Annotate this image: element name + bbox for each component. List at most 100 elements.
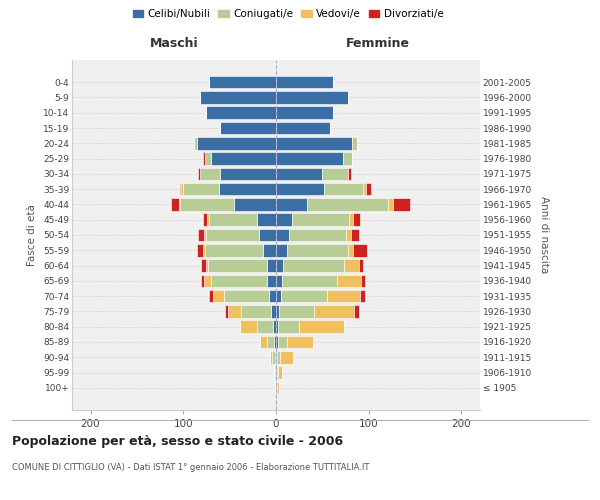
- Bar: [287, 336, 313, 348]
- Bar: [280, 351, 293, 364]
- Bar: [276, 168, 322, 180]
- Bar: [275, 382, 276, 394]
- Bar: [198, 228, 203, 241]
- Bar: [203, 214, 208, 226]
- Bar: [276, 336, 278, 348]
- Bar: [281, 274, 337, 287]
- Text: Popolazione per età, sesso e stato civile - 2006: Popolazione per età, sesso e stato civil…: [12, 435, 343, 448]
- Legend: Celibi/Nubili, Coniugati/e, Vedovi/e, Divorziati/e: Celibi/Nubili, Coniugati/e, Vedovi/e, Di…: [128, 5, 448, 24]
- Bar: [200, 168, 220, 180]
- Bar: [278, 366, 283, 379]
- Bar: [276, 106, 334, 119]
- Bar: [363, 183, 366, 196]
- Bar: [240, 320, 257, 333]
- Bar: [277, 382, 279, 394]
- Bar: [276, 260, 283, 272]
- Bar: [203, 228, 206, 241]
- Bar: [388, 198, 393, 210]
- Bar: [201, 260, 206, 272]
- Bar: [198, 168, 200, 180]
- Bar: [274, 336, 276, 348]
- Bar: [260, 336, 267, 348]
- Bar: [200, 91, 276, 104]
- Bar: [228, 305, 241, 318]
- Bar: [393, 198, 410, 210]
- Bar: [234, 198, 276, 210]
- Bar: [279, 305, 314, 318]
- Bar: [213, 290, 224, 302]
- Bar: [299, 320, 344, 333]
- Bar: [181, 183, 183, 196]
- Y-axis label: Fasce di età: Fasce di età: [28, 204, 37, 266]
- Bar: [211, 152, 276, 165]
- Bar: [271, 305, 276, 318]
- Bar: [209, 76, 276, 88]
- Bar: [179, 183, 181, 196]
- Bar: [276, 305, 279, 318]
- Bar: [241, 305, 271, 318]
- Bar: [272, 351, 275, 364]
- Bar: [292, 214, 349, 226]
- Bar: [267, 274, 276, 287]
- Bar: [276, 214, 292, 226]
- Bar: [276, 290, 281, 302]
- Bar: [307, 198, 388, 210]
- Bar: [287, 244, 349, 256]
- Bar: [346, 228, 351, 241]
- Y-axis label: Anni di nascita: Anni di nascita: [539, 196, 548, 274]
- Bar: [220, 168, 276, 180]
- Bar: [259, 228, 276, 241]
- Bar: [206, 228, 259, 241]
- Bar: [276, 183, 324, 196]
- Bar: [343, 152, 352, 165]
- Bar: [289, 228, 346, 241]
- Bar: [225, 305, 228, 318]
- Bar: [276, 274, 281, 287]
- Bar: [267, 336, 274, 348]
- Bar: [194, 137, 197, 149]
- Bar: [257, 214, 276, 226]
- Bar: [274, 366, 275, 379]
- Bar: [349, 168, 351, 180]
- Bar: [278, 336, 287, 348]
- Bar: [276, 366, 277, 379]
- Bar: [327, 290, 361, 302]
- Bar: [351, 228, 359, 241]
- Bar: [209, 290, 213, 302]
- Bar: [257, 320, 273, 333]
- Bar: [359, 260, 363, 272]
- Bar: [276, 382, 277, 394]
- Bar: [203, 244, 205, 256]
- Bar: [337, 274, 361, 287]
- Bar: [281, 290, 327, 302]
- Bar: [354, 305, 359, 318]
- Bar: [275, 366, 276, 379]
- Bar: [276, 137, 352, 149]
- Bar: [276, 152, 343, 165]
- Bar: [206, 106, 276, 119]
- Bar: [352, 137, 356, 149]
- Bar: [273, 320, 276, 333]
- Text: Maschi: Maschi: [149, 37, 199, 50]
- Bar: [361, 274, 365, 287]
- Bar: [283, 260, 344, 272]
- Bar: [276, 228, 289, 241]
- Bar: [349, 244, 353, 256]
- Bar: [276, 244, 287, 256]
- Bar: [276, 320, 278, 333]
- Bar: [366, 183, 371, 196]
- Bar: [275, 351, 276, 364]
- Bar: [278, 320, 299, 333]
- Bar: [361, 290, 365, 302]
- Bar: [197, 244, 203, 256]
- Bar: [276, 198, 307, 210]
- Bar: [201, 274, 203, 287]
- Bar: [183, 183, 218, 196]
- Bar: [220, 122, 276, 134]
- Bar: [322, 168, 349, 180]
- Bar: [314, 305, 354, 318]
- Bar: [349, 214, 353, 226]
- Bar: [276, 351, 277, 364]
- Bar: [203, 152, 205, 165]
- Bar: [209, 214, 257, 226]
